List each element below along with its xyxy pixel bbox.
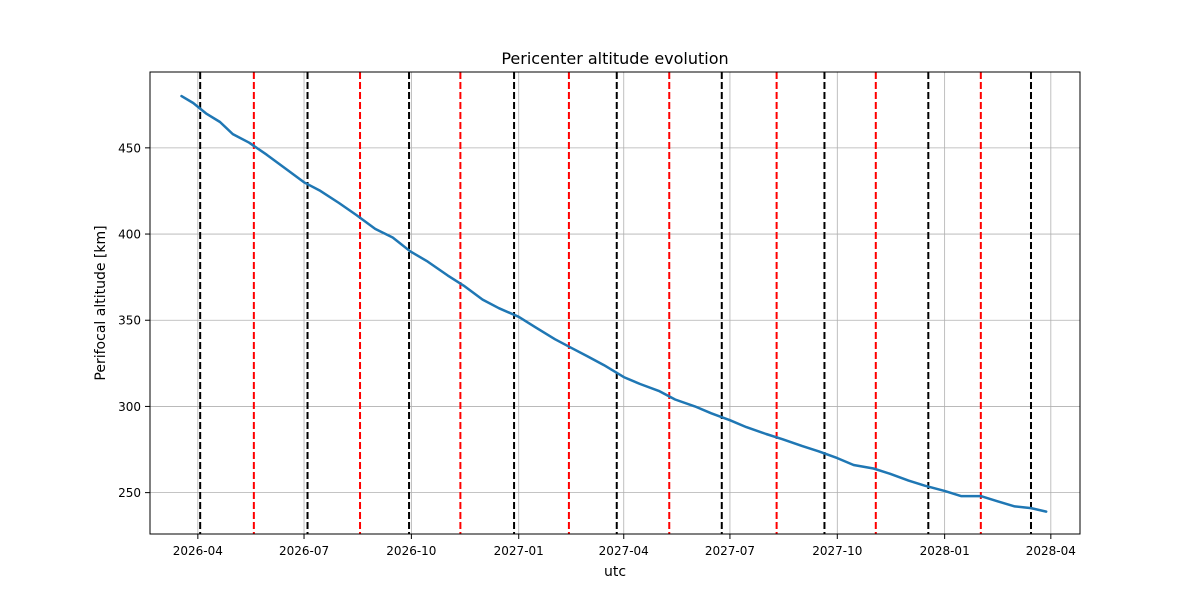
x-axis-ticks: 2026-04 2026-07 2026-10 2027-01 2027-04 2027-… (173, 534, 1076, 558)
grid-lines (150, 72, 1080, 534)
plot-area-frame (149, 71, 1081, 535)
altitude-series-line (180, 94, 1048, 513)
event-markers (199, 72, 1032, 534)
y-axis-label: Perifocal altitude [km] (93, 225, 109, 380)
x-tick-label: 2028-01 (920, 544, 970, 558)
x-axis-label: utc (604, 564, 626, 580)
y-tick-label: 300 (118, 400, 141, 414)
x-tick-label: 2027-01 (494, 544, 544, 558)
y-axis-ticks: 250 300 350 400 450 (118, 141, 150, 500)
x-tick-label: 2026-07 (279, 544, 329, 558)
x-tick-label: 2028-04 (1026, 544, 1076, 558)
y-tick-label: 450 (118, 141, 141, 155)
x-tick-label: 2026-04 (173, 544, 223, 558)
x-tick-label: 2027-10 (812, 544, 862, 558)
y-tick-label: 400 (118, 228, 141, 242)
x-tick-label: 2027-07 (705, 544, 755, 558)
x-tick-label: 2027-04 (599, 544, 649, 558)
series-layer (180, 94, 1048, 513)
y-tick-label: 250 (118, 486, 141, 500)
x-tick-label: 2026-10 (386, 544, 436, 558)
y-tick-label: 350 (118, 314, 141, 328)
chart-title: Pericenter altitude evolution (501, 49, 728, 68)
